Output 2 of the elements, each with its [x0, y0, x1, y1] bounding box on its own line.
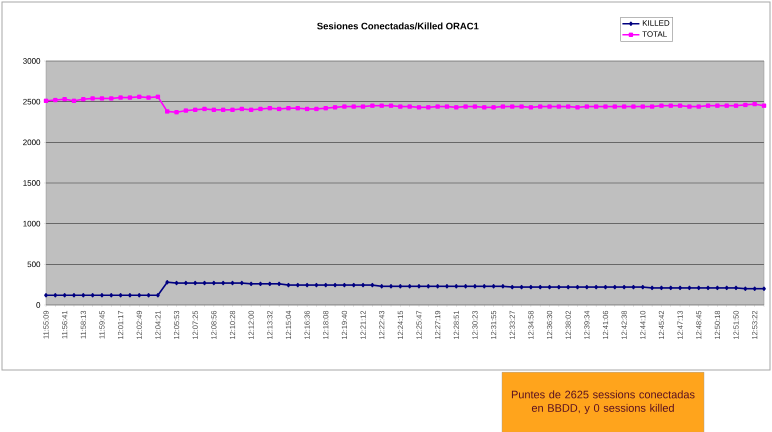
text: Puntes de 2625 sessions conectadas en BBDD, y 0 sessions killed [512, 390, 695, 414]
chart-title: Sesiones Conectadas/Killed ORAC1 [317, 22, 479, 30]
